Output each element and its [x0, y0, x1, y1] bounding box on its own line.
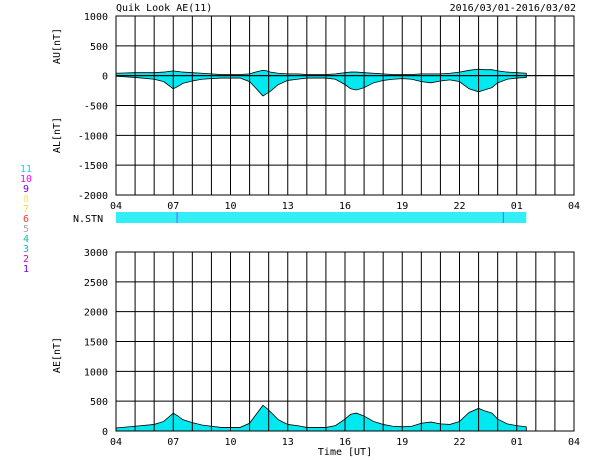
au-al-y-tick-label: 0 — [102, 72, 108, 83]
au-al-x-tick-label: 04 — [110, 201, 122, 212]
ae-y-tick-label: 2000 — [84, 308, 108, 319]
ae-x-tick-label: 16 — [339, 437, 351, 448]
station-number-7: 7 — [23, 204, 29, 215]
au-al-y-tick-label: -500 — [84, 102, 108, 113]
ae-x-tick-label: 22 — [453, 437, 465, 448]
station-number-3: 3 — [23, 244, 29, 255]
station-number-2: 2 — [23, 254, 29, 265]
au-al-y-tick-label: -1000 — [78, 131, 108, 142]
au-al-x-tick-label: 07 — [167, 201, 179, 212]
au-al-x-tick-label: 04 — [568, 201, 580, 212]
ae-frame — [115, 251, 575, 432]
station-bar-fill — [116, 212, 527, 223]
ae-y-tick-label: 1000 — [84, 367, 108, 378]
ae-series-area — [115, 404, 527, 432]
station-number-4: 4 — [23, 234, 29, 245]
ae-x-tick-label: 10 — [224, 437, 236, 448]
ae-x-tick-label: 04 — [110, 437, 122, 448]
station-number-6: 6 — [23, 214, 29, 225]
chart-title: Quik Look AE(11) — [116, 3, 212, 14]
ae-y-tick-label: 1500 — [84, 338, 108, 349]
au-al-x-tick-label: 10 — [224, 201, 236, 212]
au-al-y-tick-label: 1000 — [84, 12, 108, 23]
x-axis-label: Time [UT] — [318, 447, 372, 458]
au-al-x-tick-label: 16 — [339, 201, 351, 212]
au-al-x-tick-label: 13 — [282, 201, 294, 212]
au-al-x-tick-label: 01 — [511, 201, 523, 212]
station-count-bar — [116, 212, 527, 223]
ae-axis-label: AE[nT] — [52, 337, 63, 373]
ae-x-tick-label: 13 — [282, 437, 294, 448]
ae-x-tick-label: 01 — [511, 437, 523, 448]
station-bar-label: N.STN — [73, 214, 103, 225]
au-al-x-tick-label: 22 — [453, 201, 465, 212]
au-al-y-tick-label: 500 — [90, 42, 108, 53]
ae-y-tick-label: 0 — [102, 427, 108, 438]
station-number-10: 10 — [20, 174, 32, 185]
au-al-y-tick-label: -2000 — [78, 191, 108, 202]
station-number-8: 8 — [23, 194, 29, 205]
date-range: 2016/03/01-2016/03/02 — [450, 3, 576, 14]
station-number-11: 11 — [20, 164, 32, 175]
au-al-frame — [115, 15, 575, 196]
au-axis-label: AU[nT] — [52, 28, 63, 64]
au-al-x-tick-label: 19 — [396, 201, 408, 212]
al-axis-label: AL[nT] — [52, 117, 63, 153]
ae-y-tick-label: 3000 — [84, 248, 108, 259]
au-al-y-tick-label: -1500 — [78, 161, 108, 172]
ae-x-tick-label: 19 — [396, 437, 408, 448]
ae-x-tick-label: 07 — [167, 437, 179, 448]
station-number-9: 9 — [23, 184, 29, 195]
ae-y-tick-label: 500 — [90, 397, 108, 408]
station-number-5: 5 — [23, 224, 29, 235]
au-al-series-area — [115, 68, 527, 97]
ae-x-tick-label: 04 — [568, 437, 580, 448]
ae-y-tick-label: 2500 — [84, 278, 108, 289]
station-number-1: 1 — [23, 264, 29, 275]
